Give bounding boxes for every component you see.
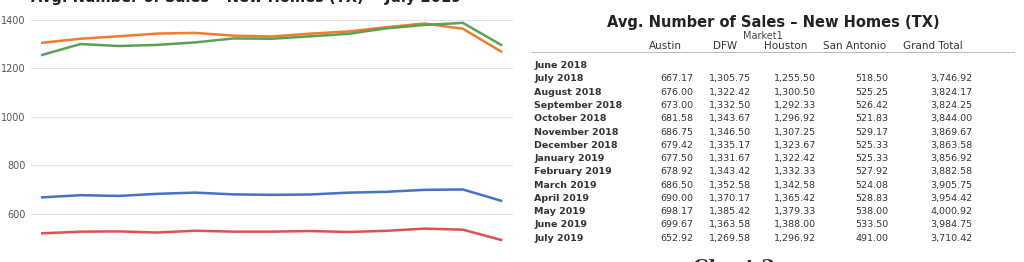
Text: 1,365.42: 1,365.42 — [774, 194, 816, 203]
Text: September 2018: September 2018 — [535, 101, 623, 110]
Text: Chart 2: Chart 2 — [693, 259, 775, 262]
Text: August 2018: August 2018 — [535, 88, 602, 97]
Text: Grand Total: Grand Total — [903, 41, 963, 51]
Text: 3,824.17: 3,824.17 — [931, 88, 973, 97]
Text: 1,342.58: 1,342.58 — [774, 181, 816, 190]
Text: 1,343.67: 1,343.67 — [709, 114, 752, 123]
Text: 533.50: 533.50 — [855, 221, 889, 230]
Text: 1,343.42: 1,343.42 — [709, 167, 752, 176]
Text: 1,300.50: 1,300.50 — [774, 88, 816, 97]
Text: July 2019: July 2019 — [535, 234, 584, 243]
Text: 1,363.58: 1,363.58 — [709, 221, 752, 230]
Text: 3,844.00: 3,844.00 — [931, 114, 973, 123]
Text: July 2018: July 2018 — [535, 74, 584, 83]
Text: 678.92: 678.92 — [660, 167, 693, 176]
Text: April 2019: April 2019 — [535, 194, 589, 203]
Text: 3,710.42: 3,710.42 — [931, 234, 973, 243]
Text: 3,863.58: 3,863.58 — [931, 141, 973, 150]
Text: 652.92: 652.92 — [660, 234, 693, 243]
Text: 1,296.92: 1,296.92 — [774, 114, 816, 123]
Text: 3,824.25: 3,824.25 — [931, 101, 973, 110]
Text: San Antonio: San Antonio — [823, 41, 887, 51]
Text: Avg. Number of Sales – New Homes (TX): Avg. Number of Sales – New Homes (TX) — [606, 15, 939, 30]
Text: February 2019: February 2019 — [535, 167, 612, 176]
Text: 524.08: 524.08 — [855, 181, 889, 190]
Text: 690.00: 690.00 — [660, 194, 693, 203]
Text: 686.75: 686.75 — [660, 128, 693, 137]
Text: 1,388.00: 1,388.00 — [774, 221, 816, 230]
Text: 525.33: 525.33 — [855, 141, 889, 150]
Text: Market1: Market1 — [743, 31, 783, 41]
Text: 3,746.92: 3,746.92 — [931, 74, 973, 83]
Text: 1,385.42: 1,385.42 — [709, 207, 752, 216]
Text: Houston: Houston — [764, 41, 808, 51]
Text: 1,352.58: 1,352.58 — [709, 181, 752, 190]
Text: 1,322.42: 1,322.42 — [709, 88, 752, 97]
Text: 677.50: 677.50 — [660, 154, 693, 163]
Text: March 2019: March 2019 — [535, 181, 597, 190]
Text: October 2018: October 2018 — [535, 114, 607, 123]
Text: June 2018: June 2018 — [535, 61, 588, 70]
Text: 4,000.92: 4,000.92 — [931, 207, 973, 216]
Text: 1,323.67: 1,323.67 — [774, 141, 816, 150]
Text: 1,332.50: 1,332.50 — [709, 101, 752, 110]
Text: 1,292.33: 1,292.33 — [774, 101, 816, 110]
Text: June 2019: June 2019 — [535, 221, 588, 230]
Text: 1,331.67: 1,331.67 — [709, 154, 752, 163]
Text: 529.17: 529.17 — [855, 128, 889, 137]
Text: DFW: DFW — [713, 41, 736, 51]
Text: 686.50: 686.50 — [660, 181, 693, 190]
Text: 1,332.33: 1,332.33 — [774, 167, 816, 176]
Text: 3,882.58: 3,882.58 — [931, 167, 973, 176]
Text: 1,370.17: 1,370.17 — [709, 194, 752, 203]
Text: 521.83: 521.83 — [855, 114, 889, 123]
Text: 1,296.92: 1,296.92 — [774, 234, 816, 243]
Text: 491.00: 491.00 — [855, 234, 889, 243]
Text: January 2019: January 2019 — [535, 154, 604, 163]
Text: May 2019: May 2019 — [535, 207, 586, 216]
Text: 1,322.42: 1,322.42 — [774, 154, 816, 163]
Text: December 2018: December 2018 — [535, 141, 617, 150]
Text: 526.42: 526.42 — [855, 101, 889, 110]
Text: 525.25: 525.25 — [855, 88, 889, 97]
Text: Avg. Number of Sales – New Homes (TX)  - July 2019: Avg. Number of Sales – New Homes (TX) - … — [31, 0, 461, 5]
Text: 1,307.25: 1,307.25 — [774, 128, 816, 137]
Text: 1,335.17: 1,335.17 — [709, 141, 752, 150]
Text: 3,856.92: 3,856.92 — [931, 154, 973, 163]
Text: 1,269.58: 1,269.58 — [710, 234, 752, 243]
Text: 667.17: 667.17 — [660, 74, 693, 83]
Text: 698.17: 698.17 — [660, 207, 693, 216]
Text: 3,954.42: 3,954.42 — [931, 194, 973, 203]
Text: 525.33: 525.33 — [855, 154, 889, 163]
Text: 1,346.50: 1,346.50 — [709, 128, 752, 137]
Text: 1,255.50: 1,255.50 — [774, 74, 816, 83]
Text: 676.00: 676.00 — [660, 88, 693, 97]
Text: Austin: Austin — [649, 41, 682, 51]
Text: November 2018: November 2018 — [535, 128, 618, 137]
Text: 679.42: 679.42 — [660, 141, 693, 150]
Text: 3,905.75: 3,905.75 — [931, 181, 973, 190]
Text: 681.58: 681.58 — [660, 114, 693, 123]
Text: 527.92: 527.92 — [855, 167, 889, 176]
Text: 673.00: 673.00 — [660, 101, 693, 110]
Text: 528.83: 528.83 — [855, 194, 889, 203]
Text: 3,984.75: 3,984.75 — [931, 221, 973, 230]
Text: 538.00: 538.00 — [855, 207, 889, 216]
Text: 3,869.67: 3,869.67 — [931, 128, 973, 137]
Text: 518.50: 518.50 — [855, 74, 889, 83]
Text: 1,379.33: 1,379.33 — [774, 207, 816, 216]
Text: 699.67: 699.67 — [660, 221, 693, 230]
Text: 1,305.75: 1,305.75 — [709, 74, 752, 83]
